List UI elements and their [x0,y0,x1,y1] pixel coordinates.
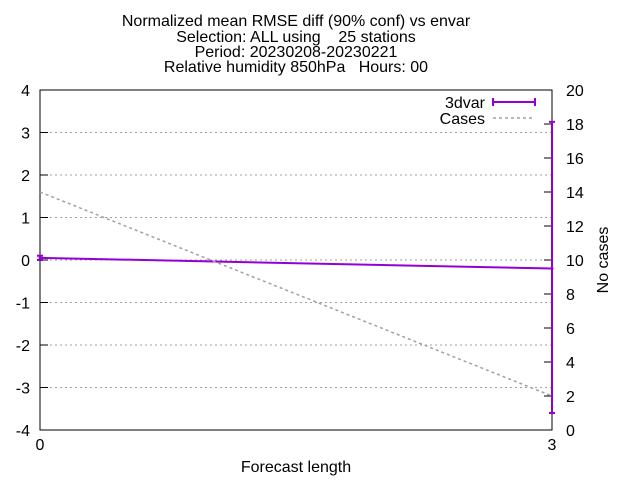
y-tick-label: 0 [21,253,30,270]
y2-tick-label: 2 [566,389,575,406]
y-tick-label: -1 [16,296,30,313]
plot-area [37,120,555,414]
series-3dvar [37,120,555,414]
y2-axis-label: No cases [595,227,612,294]
x-axis-label: Forecast length [241,459,351,476]
title-line-3: Period: 20230208-20230221 [195,44,398,61]
legend-label: Cases [440,111,485,128]
y2-tick-label: 18 [566,117,584,134]
y2-tick-label: 16 [566,151,584,168]
y-tick-label: -2 [16,338,30,355]
y-tick-label: 4 [21,83,30,100]
y2-tick-label: 12 [566,219,584,236]
y2-tick-label: 10 [566,253,584,270]
y2-tick-label: 8 [566,287,575,304]
x-tick-label: 3 [548,437,557,454]
y2-tick-label: 6 [566,321,575,338]
y-tick-label: 1 [21,211,30,228]
title-line-4: Relative humidity 850hPa Hours: 00 [164,59,428,76]
data-point [550,267,554,270]
series-line [39,256,553,270]
chart-title: Normalized mean RMSE diff (90% conf) vs … [122,13,471,76]
y2-tick-label: 14 [566,185,584,202]
y2-tick-label: 4 [566,355,575,372]
cases-line [39,191,553,397]
grid-lines [40,132,552,388]
y-tick-label: -4 [16,423,30,440]
x-tick-label: 0 [36,437,45,454]
title-line-2: Selection: ALL using 25 stations [176,29,416,46]
y-tick-label: 2 [21,168,30,185]
y-tick-label: -3 [16,381,30,398]
y-tick-label: 3 [21,126,30,143]
data-point [38,256,42,260]
legend-label: 3dvar [445,95,486,112]
series-cases [39,191,553,397]
y2-tick-label: 20 [566,83,584,100]
title-line-1: Normalized mean RMSE diff (90% conf) vs … [122,13,471,30]
y2-tick-label: 0 [566,423,575,440]
